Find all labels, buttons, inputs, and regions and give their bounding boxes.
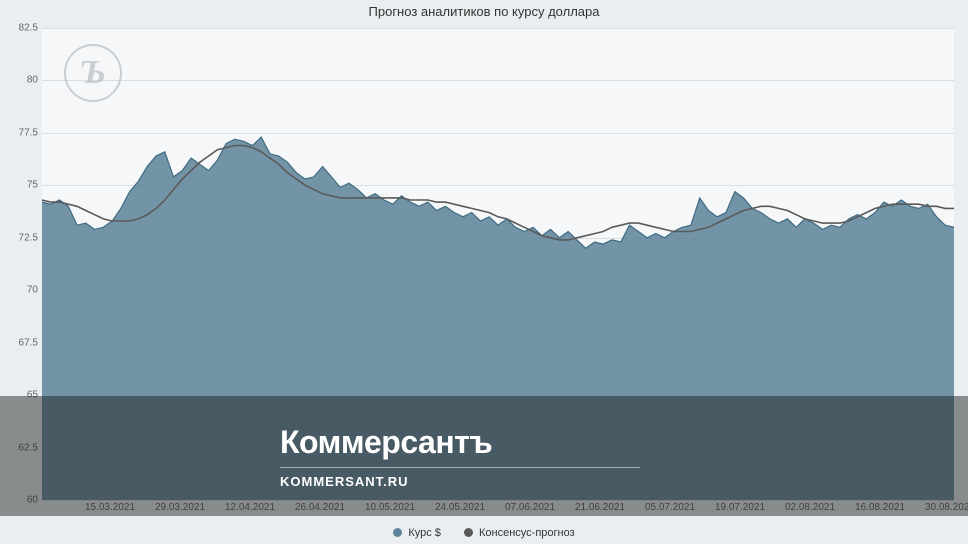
chart-container: Прогноз аналитиков по курсу доллара 6062… xyxy=(0,0,968,544)
legend-label-rate: Курс $ xyxy=(408,527,441,539)
logo-glyph: Ъ xyxy=(80,54,106,92)
y-axis-label: 82.5 xyxy=(2,23,38,34)
legend-item-consensus: Консенсус-прогноз xyxy=(464,527,575,539)
chart-title: Прогноз аналитиков по курсу доллара xyxy=(0,4,968,19)
watermark-title: Коммерсантъ xyxy=(280,424,968,461)
y-axis-label: 70 xyxy=(2,285,38,296)
y-axis-label: 67.5 xyxy=(2,337,38,348)
legend-item-rate: Курс $ xyxy=(393,527,441,539)
y-axis-label: 77.5 xyxy=(2,127,38,138)
chart-legend: Курс $ Консенсус-прогноз xyxy=(0,527,968,541)
legend-label-consensus: Консенсус-прогноз xyxy=(479,527,575,539)
legend-swatch-consensus xyxy=(464,528,473,537)
y-axis-label: 80 xyxy=(2,75,38,86)
watermark-overlay: Коммерсантъ KOMMERSANT.RU xyxy=(0,396,968,516)
y-axis-label: 72.5 xyxy=(2,232,38,243)
watermark-url: KOMMERSANT.RU xyxy=(280,474,968,489)
watermark-divider xyxy=(280,467,640,468)
legend-swatch-rate xyxy=(393,528,402,537)
y-axis-label: 75 xyxy=(2,180,38,191)
kommersant-circle-logo: Ъ xyxy=(64,44,122,102)
